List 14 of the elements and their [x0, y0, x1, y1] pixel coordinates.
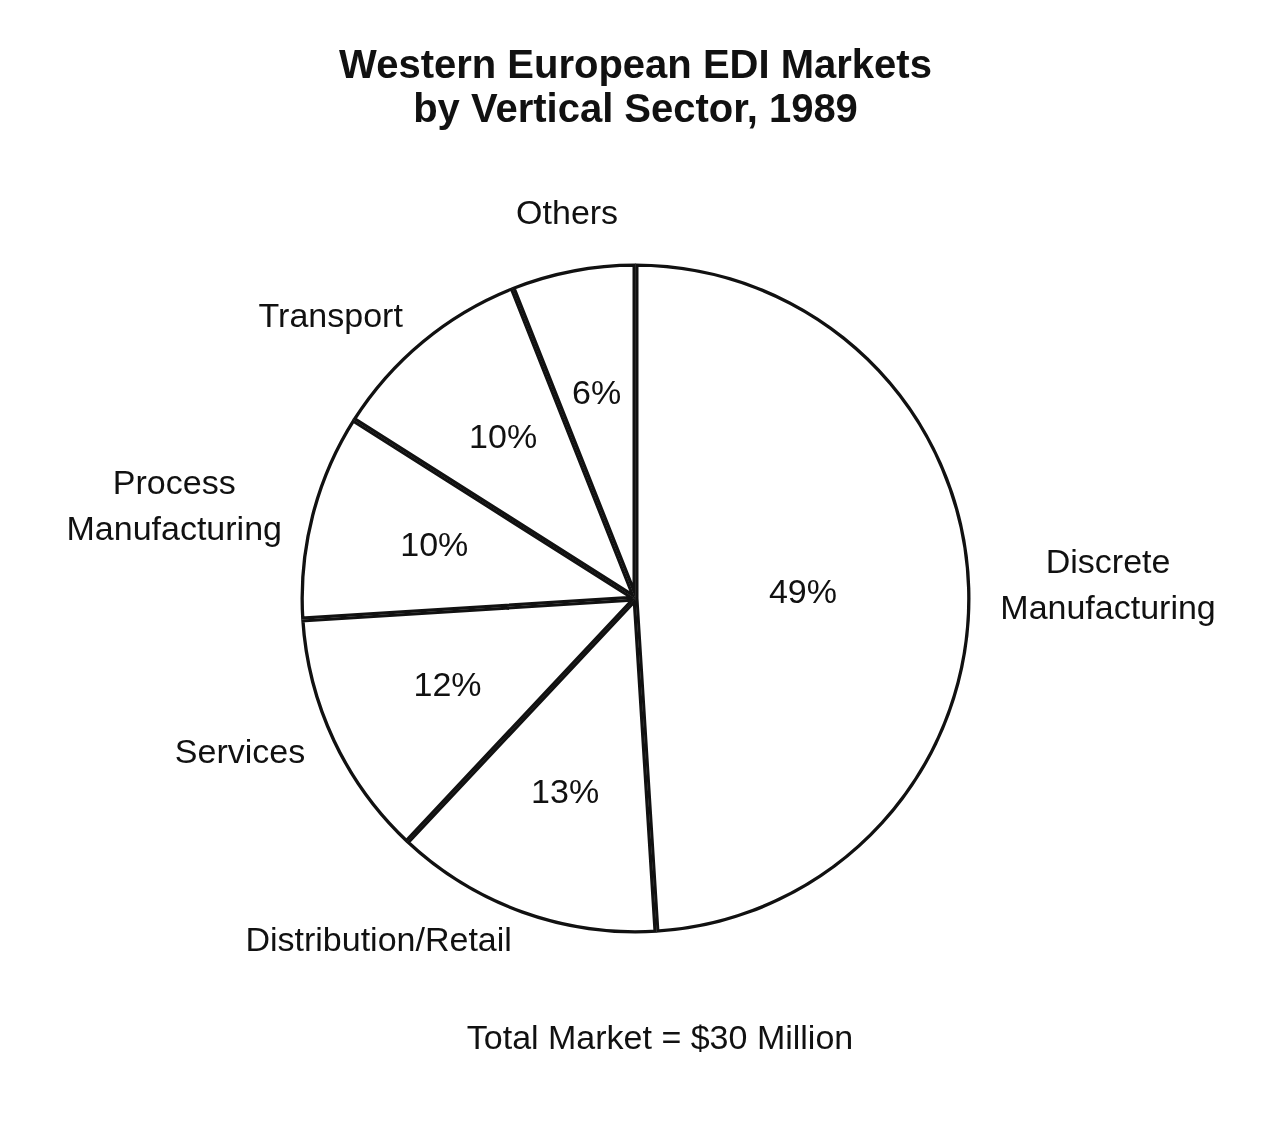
slice-label: Services — [174, 732, 306, 771]
slice-label: Transport — [258, 295, 404, 334]
chart-title: Western European EDI Markets by Vertical Sector, 1989 — [339, 42, 932, 131]
slice-label: Discrete Manufacturing — [1000, 542, 1216, 627]
slice-label: Distribution/Retail — [245, 920, 512, 959]
slice-label: Process Manufacturing — [66, 463, 282, 548]
data-label: 49% — [768, 571, 837, 610]
data-label: 13% — [531, 772, 600, 811]
data-label: 10% — [469, 416, 538, 455]
data-label: 6% — [572, 372, 622, 411]
data-label: 12% — [413, 665, 482, 704]
text: Total Market = $30 Million — [466, 1018, 854, 1057]
data-label: 10% — [400, 525, 469, 564]
slice-label: Others — [516, 193, 619, 232]
